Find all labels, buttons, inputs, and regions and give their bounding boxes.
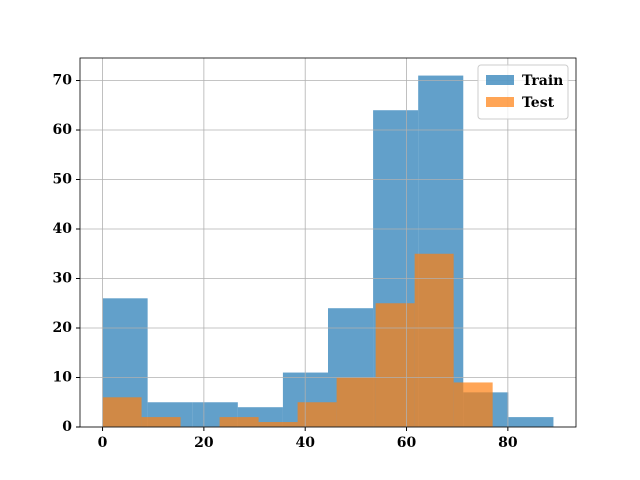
y-tick-label: 40 (53, 221, 73, 237)
histogram-bar (219, 417, 259, 427)
x-tick-label: 60 (397, 435, 417, 451)
legend-swatch (486, 97, 514, 107)
histogram-bar (375, 303, 415, 427)
legend-swatch (486, 75, 514, 85)
histogram-bar (258, 422, 298, 427)
histogram-bar (414, 253, 454, 427)
legend-label: Train (522, 73, 563, 89)
plot-frame (79, 57, 577, 428)
histogram-bar (336, 377, 376, 427)
y-tick-label: 60 (53, 122, 73, 138)
y-tick-label: 10 (53, 370, 73, 386)
histogram-bar (102, 397, 142, 427)
y-tick-label: 20 (53, 320, 73, 336)
x-tick-label: 80 (498, 435, 518, 451)
y-tick-label: 70 (53, 73, 73, 89)
x-tick-label: 40 (295, 435, 315, 451)
x-tick-label: 20 (194, 435, 214, 451)
y-tick-label: 50 (53, 172, 73, 188)
x-tick-label: 0 (98, 435, 108, 451)
legend-label: Test (522, 95, 555, 111)
histogram-bar (141, 417, 181, 427)
histogram-bar (508, 417, 554, 427)
histogram-bar (453, 382, 493, 427)
y-tick-label: 30 (53, 271, 73, 287)
histogram-bar (297, 402, 337, 427)
y-tick-label: 0 (62, 419, 72, 435)
